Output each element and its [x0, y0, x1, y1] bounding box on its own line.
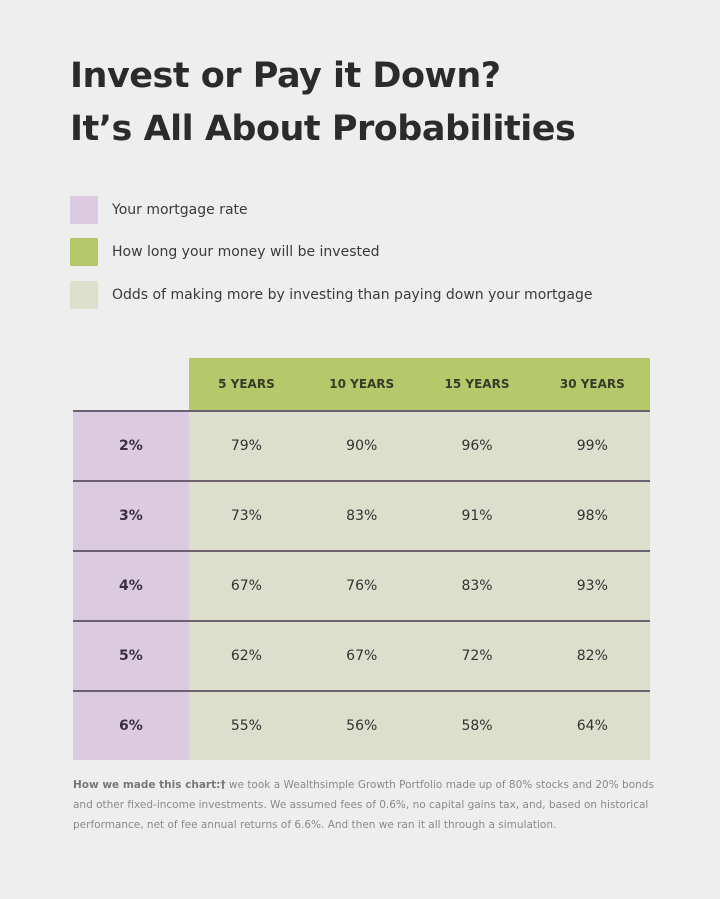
odds-cell: 67%: [188, 550, 305, 621]
column-header: 5 YEARS: [188, 358, 305, 411]
table-row: 3% 73% 83% 91% 98%: [73, 480, 650, 551]
odds-cell: 90%: [304, 410, 420, 481]
footnote-text: we took a Wealthsimple Growth Portfolio …: [73, 779, 654, 831]
column-header: 10 YEARS: [304, 358, 420, 411]
odds-cell: 55%: [188, 690, 305, 760]
legend-swatch: [70, 281, 98, 309]
odds-cell: 64%: [534, 690, 650, 760]
odds-cell: 62%: [188, 620, 305, 691]
rate-cell: 5%: [73, 620, 189, 691]
odds-cell: 79%: [188, 410, 305, 481]
legend-label: Odds of making more by investing than pa…: [112, 287, 593, 303]
odds-cell: 58%: [419, 690, 535, 760]
legend-item-rate: Your mortgage rate: [70, 196, 248, 224]
legend-item-odds: Odds of making more by investing than pa…: [70, 281, 592, 309]
legend-label: Your mortgage rate: [112, 202, 248, 218]
legend-item-duration: How long your money will be invested: [70, 238, 379, 266]
odds-cell: 96%: [419, 410, 535, 481]
rate-cell: 4%: [73, 550, 189, 621]
footnote-label: How we made this chart:†: [73, 779, 226, 791]
rate-cell: 3%: [73, 480, 189, 551]
odds-cell: 56%: [304, 690, 420, 760]
odds-cell: 91%: [419, 480, 535, 551]
odds-cell: 98%: [534, 480, 650, 551]
column-header: 30 YEARS: [534, 358, 650, 411]
odds-cell: 73%: [188, 480, 305, 551]
odds-cell: 82%: [534, 620, 650, 691]
table-row: 2% 79% 90% 96% 99%: [73, 410, 650, 481]
odds-cell: 72%: [419, 620, 535, 691]
title-line-2: It’s All About Probabilities: [70, 109, 576, 149]
page-title: Invest or Pay it Down? It’s All About Pr…: [70, 50, 576, 156]
probability-table: 5 YEARS 10 YEARS 15 YEARS 30 YEARS 2% 79% 90%…: [73, 358, 650, 760]
odds-cell: 99%: [534, 410, 650, 481]
odds-cell: 76%: [304, 550, 420, 621]
odds-cell: 83%: [419, 550, 535, 621]
rate-cell: 6%: [73, 690, 189, 760]
table-row: 4% 67% 76% 83% 93%: [73, 550, 650, 621]
footnote: How we made this chart:† we took a Wealt…: [73, 775, 663, 835]
rate-cell: 2%: [73, 410, 189, 481]
legend-label: How long your money will be invested: [112, 244, 380, 260]
table-row: 5% 62% 67% 72% 82%: [73, 620, 650, 691]
legend-swatch: [70, 238, 98, 266]
odds-cell: 67%: [304, 620, 420, 691]
table-row: 6% 55% 56% 58% 64%: [73, 690, 650, 760]
odds-cell: 83%: [304, 480, 420, 551]
legend-swatch: [70, 196, 98, 224]
odds-cell: 93%: [534, 550, 650, 621]
corner-cell: [73, 358, 189, 411]
title-line-1: Invest or Pay it Down?: [70, 56, 501, 96]
column-header: 15 YEARS: [419, 358, 535, 411]
